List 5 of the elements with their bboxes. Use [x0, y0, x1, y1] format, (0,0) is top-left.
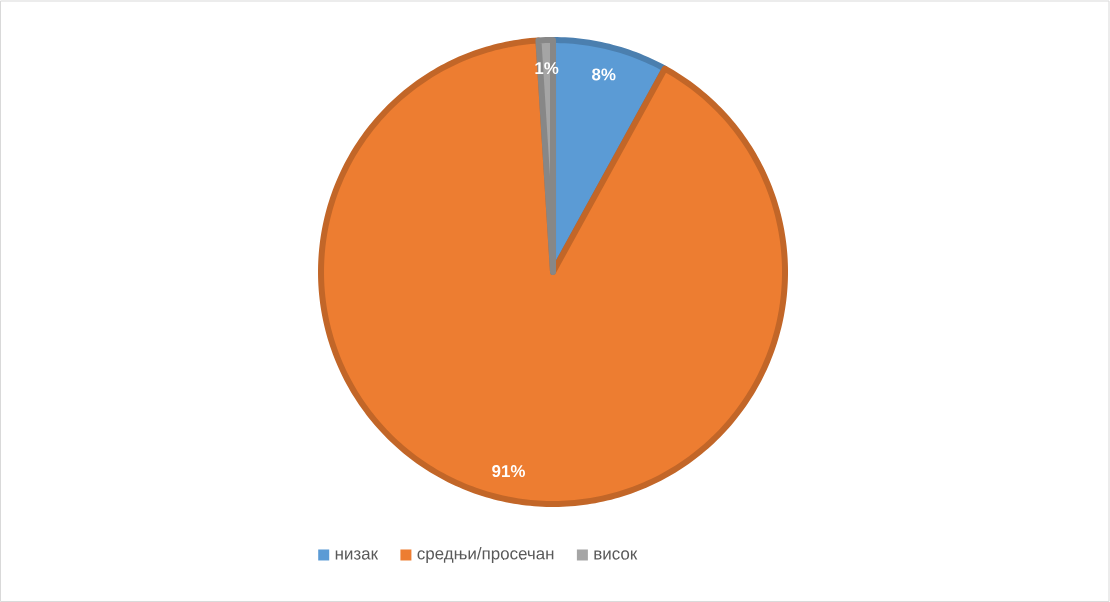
legend-label: средњи/просечан [417, 547, 554, 563]
data-label: 91% [492, 465, 526, 478]
legend-label: висок [594, 550, 638, 560]
data-label: 8% [592, 68, 616, 81]
legend-label: низак [335, 550, 379, 560]
